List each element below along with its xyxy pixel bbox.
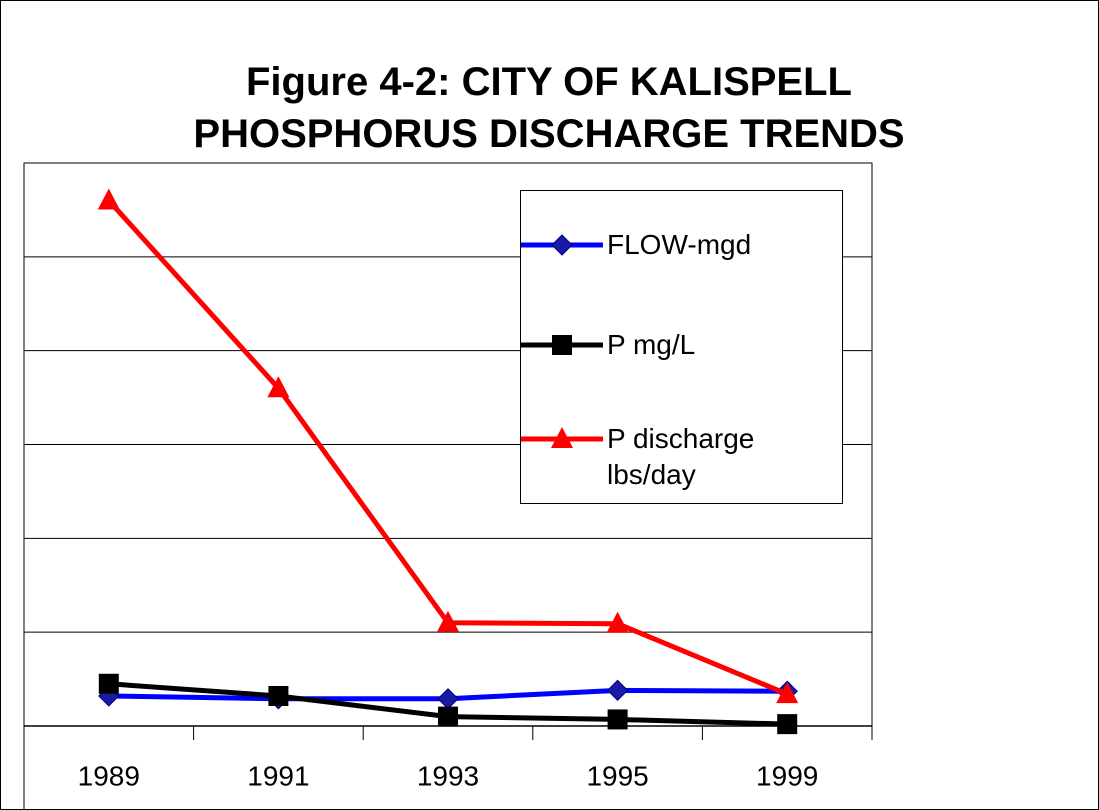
legend-label: P mg/L <box>607 329 696 360</box>
legend-label: P discharge lbs/day <box>607 423 755 490</box>
marker <box>607 709 628 730</box>
marker <box>606 679 629 702</box>
legend: FLOW-mgd P mg/L P discharge lbs/day <box>520 190 843 504</box>
marker <box>438 706 458 727</box>
x-tick-label: 1999 <box>756 760 818 791</box>
x-tick-label: 1989 <box>78 760 140 791</box>
marker <box>267 376 290 398</box>
legend-swatch <box>521 234 603 256</box>
marker <box>437 610 459 632</box>
marker <box>776 682 799 704</box>
legend-swatch <box>521 427 603 448</box>
x-tick-label: 1995 <box>586 760 648 791</box>
marker <box>437 688 459 710</box>
marker <box>97 188 120 210</box>
x-tick-label: 1991 <box>247 760 309 791</box>
marker <box>268 685 289 706</box>
marker <box>606 611 629 633</box>
marker <box>98 673 119 694</box>
chart-title: Figure 4-2: CITY OF KALISPELL PHOSPHORUS… <box>193 60 905 156</box>
marker <box>552 335 572 355</box>
marker <box>551 234 573 256</box>
x-tick-label: 1993 <box>417 760 479 791</box>
legend-entry: P mg/L <box>521 327 841 387</box>
marker <box>551 427 573 448</box>
marker <box>777 714 798 735</box>
legend-label: FLOW-mgd <box>607 229 752 260</box>
legend-entry: FLOW-mgd <box>521 227 841 287</box>
legend-swatch <box>521 335 603 355</box>
legend-entry: P discharge lbs/day <box>521 421 841 490</box>
